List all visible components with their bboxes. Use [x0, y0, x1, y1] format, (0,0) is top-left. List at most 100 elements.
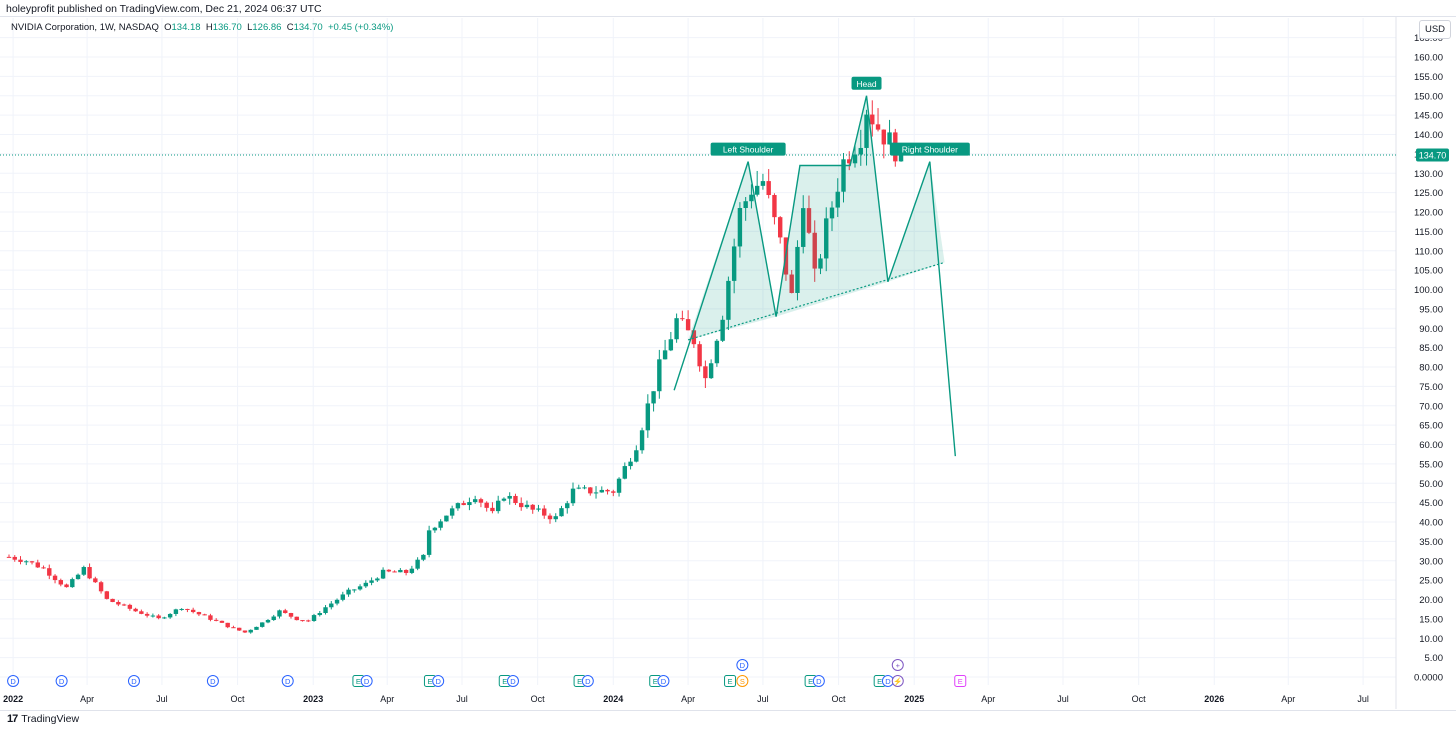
x-tick-label: Apr	[681, 694, 695, 704]
candle-up	[668, 339, 674, 351]
candle-up	[731, 246, 737, 281]
candle-up	[260, 622, 265, 627]
y-tick-label: 145.00	[1414, 111, 1443, 122]
candle-up	[346, 589, 351, 595]
candle-up	[536, 508, 541, 510]
candle-down	[202, 614, 207, 616]
candle-up	[162, 617, 167, 619]
event-other-icon	[891, 659, 904, 671]
candle-down	[110, 598, 115, 603]
candle-up	[864, 114, 869, 148]
x-tick-label: 2025	[904, 694, 924, 704]
candle-down	[306, 620, 311, 622]
event-glyph: D	[740, 661, 746, 670]
candle-up	[651, 391, 656, 404]
candle-up	[173, 609, 179, 614]
candle-up	[375, 578, 380, 581]
candle-down	[283, 610, 288, 614]
candle-down	[547, 515, 553, 520]
published-line: holeyprofit published on TradingView.com…	[6, 3, 322, 15]
pattern-label-bg	[851, 76, 882, 90]
candle-up	[818, 258, 823, 269]
pattern-label: Head	[856, 79, 877, 89]
event-earnings-icon	[724, 675, 737, 687]
footer-brand: 17 TradingView	[7, 713, 79, 725]
x-tick-label: Jul	[1357, 694, 1369, 704]
candle-up	[835, 191, 840, 208]
candle-down	[766, 181, 771, 196]
candle-down	[403, 569, 409, 573]
x-tick-label: Apr	[981, 694, 995, 704]
currency-button[interactable]: USD	[1419, 20, 1451, 39]
candle-down	[58, 580, 63, 585]
event-glyph: D	[885, 677, 891, 686]
high-value: 136.70	[212, 22, 242, 33]
candle-up	[340, 594, 346, 600]
event-glyph: E	[653, 677, 658, 686]
candle-down	[29, 561, 35, 563]
x-tick-label: Apr	[1281, 694, 1295, 704]
candle-up	[501, 498, 507, 501]
candle-up	[599, 489, 604, 493]
candle-down	[231, 627, 236, 629]
candle-down	[144, 613, 150, 616]
candle-down	[703, 366, 708, 379]
head-and-shoulders-pattern: Left Shoulder Head Right Shoulder	[673, 76, 970, 457]
candle-up	[455, 503, 461, 509]
candle-down	[300, 620, 305, 622]
x-tick-label: Oct	[531, 694, 546, 704]
high-label: H	[205, 22, 213, 33]
candle-up	[495, 500, 501, 512]
y-tick-label: 90.00	[1419, 324, 1443, 335]
low-value: 126.86	[252, 22, 282, 33]
event-glyph: D	[816, 677, 822, 686]
candle-up	[593, 492, 599, 494]
candle-up	[824, 218, 829, 259]
candle-down	[139, 611, 144, 614]
candle-up	[570, 488, 576, 504]
event-glyph: D	[364, 677, 370, 686]
candle-up	[841, 159, 846, 192]
candle-down	[812, 232, 817, 269]
y-tick-label: 100.00	[1414, 285, 1443, 296]
pattern-line	[673, 95, 957, 457]
y-tick-label: 10.00	[1419, 634, 1443, 645]
x-tick-label: Jul	[456, 694, 468, 704]
candle-down	[12, 556, 17, 560]
y-tick-label: 5.00	[1425, 653, 1444, 664]
candle-up	[167, 613, 173, 618]
candle-down	[104, 591, 110, 599]
candle-down	[18, 559, 23, 562]
change-value: +0.45 (+0.34%)	[327, 22, 394, 33]
candle-down	[41, 567, 46, 569]
candle-up	[472, 499, 478, 503]
candle-up	[576, 487, 581, 489]
event-other-icon	[891, 675, 904, 687]
candle-down	[47, 568, 52, 576]
event-dividend-icon	[7, 675, 20, 687]
candle-down	[52, 575, 58, 581]
candle-up	[582, 487, 587, 489]
pattern-label-bg	[889, 142, 970, 156]
symbol-legend: NVIDIA Corporation, 1W, NASDAQ O134.18 H…	[11, 22, 393, 33]
low-label: L	[247, 22, 253, 33]
event-dividend-icon	[581, 675, 594, 687]
y-tick-label: 155.00	[1414, 72, 1443, 83]
candle-down	[881, 129, 886, 145]
candle-up	[426, 530, 432, 555]
y-tick-label: 110.00	[1415, 246, 1443, 257]
candle-up	[277, 610, 282, 617]
y-tick-label: 115.00	[1415, 227, 1443, 238]
candle-down	[116, 602, 121, 605]
y-tick-label: 105.00	[1414, 266, 1443, 277]
candle-up	[329, 603, 334, 608]
grid	[0, 18, 1396, 685]
y-tick-label: 150.00	[1414, 91, 1443, 102]
y-tick-label: 160.00	[1414, 53, 1443, 64]
event-glyph: E	[728, 677, 733, 686]
candle-down	[461, 503, 466, 506]
candle-up	[749, 194, 754, 202]
candle-up	[760, 181, 766, 186]
last-price-label: 134.70	[1419, 151, 1447, 161]
